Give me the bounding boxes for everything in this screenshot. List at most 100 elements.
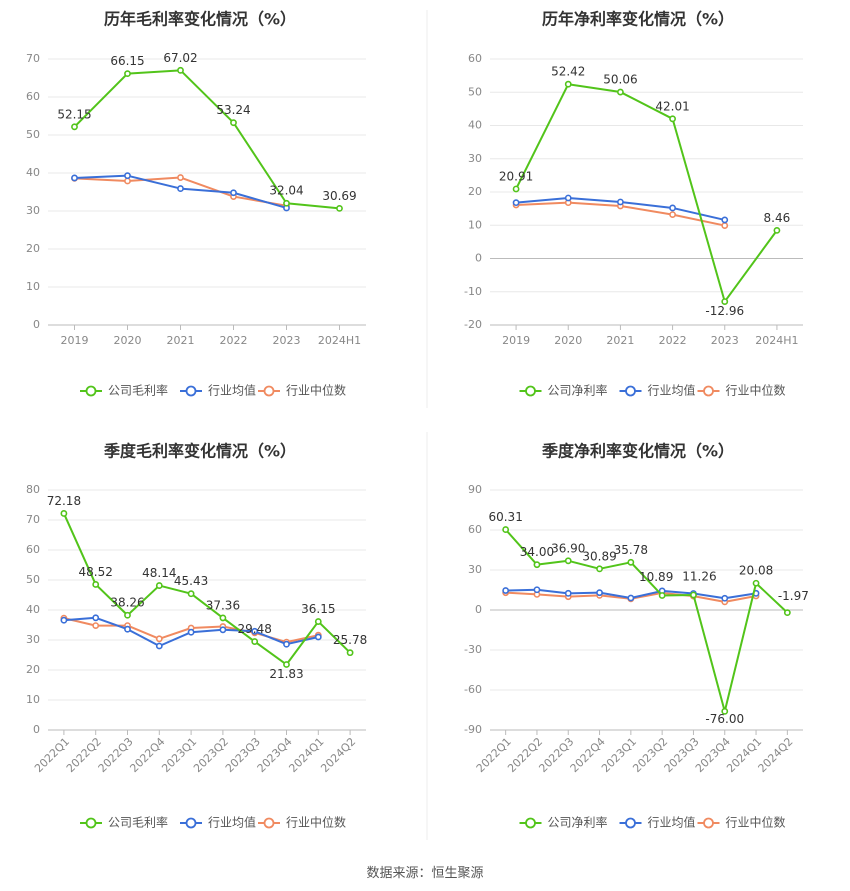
legend-item-industry_avg[interactable]: 行业均值 (180, 815, 256, 830)
legend-label: 公司净利率 (548, 815, 608, 830)
legend-item-industry_avg[interactable]: 行业均值 (619, 815, 696, 830)
data-point-company (124, 611, 131, 619)
legend-label: 行业均值 (208, 383, 256, 398)
y-tick-label: 40 (26, 166, 40, 179)
y-tick-label: 0 (475, 252, 482, 265)
legend-item-industry_median[interactable]: 行业中位数 (697, 383, 786, 398)
data-label: 21.83 (269, 667, 303, 681)
data-point-industry_avg (627, 594, 635, 602)
data-point-industry_median (92, 622, 100, 629)
x-tick-label: 2022 (220, 334, 248, 347)
legend-item-company[interactable]: 公司净利率 (519, 383, 608, 398)
legend-item-industry_avg[interactable]: 行业均值 (180, 383, 256, 398)
data-label: 34.00 (520, 545, 554, 559)
legend-label: 公司毛利率 (108, 383, 168, 398)
chart-title: 历年净利率变化情况（%） (542, 10, 734, 29)
data-point-company (752, 579, 760, 587)
data-point-industry_median (155, 635, 163, 643)
y-tick-label: -60 (464, 683, 482, 696)
y-tick-label: -20 (464, 318, 482, 331)
y-tick-label: 50 (26, 573, 40, 586)
data-label: 67.02 (163, 51, 197, 65)
data-label: 32.04 (269, 184, 303, 198)
data-label: 30.69 (322, 189, 356, 203)
data-point-company (283, 199, 290, 207)
legend-item-company[interactable]: 公司净利率 (519, 815, 608, 830)
series-line-company (515, 83, 778, 303)
y-tick-label: 50 (26, 128, 40, 141)
x-tick-label: 2023 (273, 334, 301, 347)
data-point-company (187, 590, 195, 598)
data-label: 50.06 (603, 73, 637, 87)
legend-label: 行业均值 (208, 815, 256, 830)
data-label: 60.31 (488, 510, 522, 524)
data-label: 66.15 (110, 54, 144, 68)
series-line-company (504, 528, 789, 713)
data-point-industry_median (124, 177, 131, 185)
data-point-industry_avg (92, 614, 100, 622)
y-tick-label: 60 (468, 52, 482, 65)
legend-item-industry_median[interactable]: 行业中位数 (258, 383, 346, 398)
y-tick-label: 30 (26, 633, 40, 646)
data-point-company (721, 298, 729, 305)
data-label: 38.26 (110, 596, 144, 610)
y-tick-label: 30 (468, 152, 482, 165)
legend-item-company[interactable]: 公司毛利率 (80, 383, 168, 398)
data-label: 25.78 (333, 633, 367, 647)
y-tick-label: 0 (33, 723, 40, 736)
y-tick-label: -30 (464, 643, 482, 656)
legend-item-company[interactable]: 公司毛利率 (80, 815, 168, 830)
series-line-company (73, 69, 340, 210)
x-tick-label: 2022 (659, 334, 687, 347)
data-point-industry_avg (283, 640, 290, 648)
legend-label: 行业均值 (648, 383, 696, 398)
y-tick-label: 10 (26, 693, 40, 706)
chart-title: 历年毛利率变化情况（%） (104, 10, 296, 29)
data-point-company (773, 226, 781, 234)
y-tick-label: 60 (26, 90, 40, 103)
data-label: 11.26 (682, 569, 716, 583)
data-point-industry_median (669, 211, 676, 219)
series-line-company (62, 513, 351, 666)
data-point-industry_avg (177, 185, 184, 192)
data-point-company (177, 66, 184, 74)
data-point-company (596, 565, 603, 573)
legend-item-industry_median[interactable]: 行业中位数 (258, 815, 346, 830)
data-point-company (564, 557, 572, 565)
data-point-company (512, 185, 520, 193)
y-tick-label: 20 (468, 185, 482, 198)
data-label: 30.89 (582, 549, 616, 563)
data-label: -76.00 (705, 712, 744, 726)
legend-label: 行业中位数 (726, 815, 786, 830)
legend-item-industry_avg[interactable]: 行业均值 (619, 383, 696, 398)
x-tick-label: 2021 (606, 334, 634, 347)
legend-label: 行业中位数 (286, 815, 346, 830)
data-point-company (155, 582, 163, 589)
data-label: 36.15 (301, 602, 335, 616)
data-label: 29.48 (238, 622, 272, 636)
data-point-company (502, 526, 510, 533)
data-point-industry_avg (230, 189, 237, 197)
y-tick-label: 80 (26, 483, 40, 496)
data-point-company (627, 558, 635, 566)
y-tick-label: 10 (26, 280, 40, 293)
data-label: 45.43 (174, 574, 208, 588)
data-point-industry_avg (617, 198, 624, 206)
x-tick-label: 2019 (61, 334, 89, 347)
data-point-company (60, 510, 68, 517)
legend-label: 行业中位数 (286, 383, 346, 398)
y-tick-label: -90 (464, 723, 482, 736)
chart-panel-3: 季度毛利率变化情况（%）010203040506070802022Q12022Q… (26, 442, 367, 830)
legend-item-industry_median[interactable]: 行业中位数 (697, 815, 786, 830)
x-tick-label: 2024Q2 (318, 735, 358, 775)
data-point-company (690, 591, 697, 599)
y-tick-label: 70 (26, 513, 40, 526)
y-tick-label: 70 (26, 52, 40, 65)
legend-swatch-marker (185, 817, 197, 829)
legend-swatch-marker (703, 385, 714, 397)
x-tick-label: 2023 (711, 334, 739, 347)
data-point-industry_avg (512, 199, 520, 207)
y-tick-label: 50 (468, 85, 482, 98)
data-point-company (71, 123, 78, 131)
data-point-industry_median (177, 174, 184, 181)
